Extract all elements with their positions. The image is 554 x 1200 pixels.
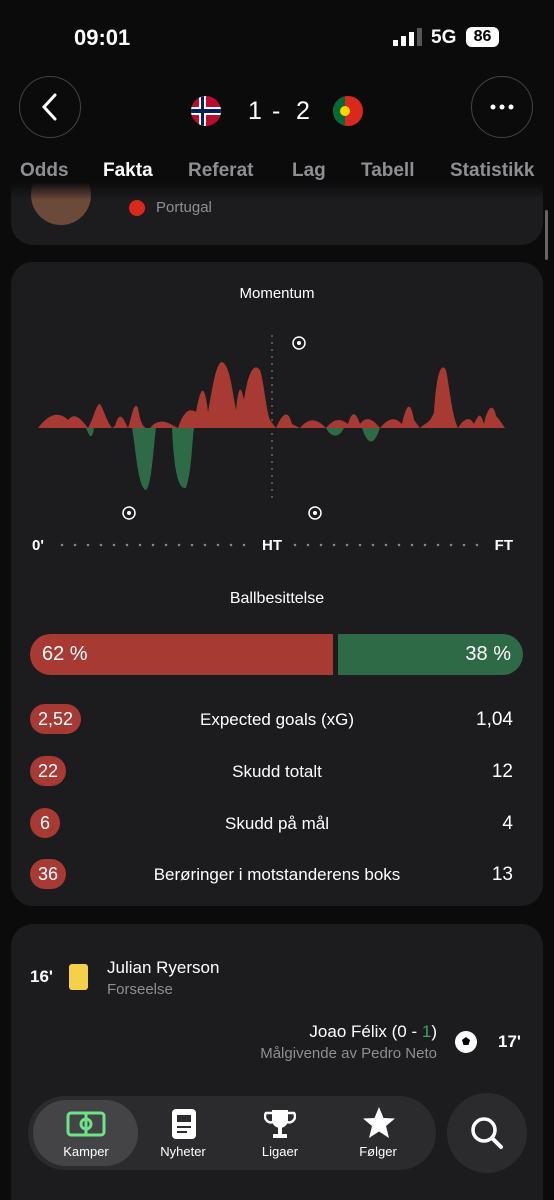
tab[interactable]: Referat <box>188 160 254 181</box>
event-player-name: Joao Félix <box>309 1022 387 1041</box>
tab[interactable]: Lag <box>292 160 326 181</box>
possession-home: 62 % <box>30 634 333 675</box>
stat-away: 13 <box>491 864 513 885</box>
nav-label[interactable]: Kamper <box>63 1144 109 1159</box>
stat-label: Berøringer i motstanderens boks <box>153 865 401 884</box>
score-away: 2 <box>296 97 310 125</box>
event-score: ) <box>431 1022 437 1041</box>
score-home: 1 <box>248 97 262 125</box>
stat-home: 2,52 <box>30 704 82 734</box>
goal-icon <box>455 1031 477 1053</box>
possession-bar: 62 % 38 % <box>30 634 523 675</box>
stat-label: Skudd totalt <box>232 762 322 781</box>
nav-icon-nyheter <box>172 1109 196 1139</box>
tab-active[interactable]: Fakta <box>103 160 153 181</box>
momentum-graph <box>38 335 505 520</box>
event-detail: Forseelse <box>107 981 173 998</box>
event-player: Joao Félix (0 - 1) <box>309 1022 437 1042</box>
stat-away: 1,04 <box>476 709 513 730</box>
stat-home: 6 <box>30 808 60 838</box>
flag-norway <box>191 96 221 126</box>
event-player: Julian Ryerson <box>107 958 220 977</box>
nav-label[interactable]: Følger <box>359 1144 397 1159</box>
possession-home-label: 62 % <box>42 643 88 665</box>
more-icon <box>490 104 514 110</box>
timeline-start: 0' <box>32 537 44 554</box>
possession-title: Ballbesittelse <box>229 590 325 607</box>
possession-away: 38 % <box>337 634 523 675</box>
flag-portugal <box>333 96 363 126</box>
stat-away: 12 <box>491 761 513 782</box>
signal-icon <box>393 28 422 46</box>
event-score: (0 - <box>391 1022 422 1041</box>
yellow-card-icon <box>69 964 88 990</box>
timeline-dots <box>60 543 487 547</box>
country-flag <box>129 200 145 216</box>
tab[interactable]: Statistikk <box>450 160 535 181</box>
event-minute: 17' <box>498 1032 521 1051</box>
momentum-title: Momentum <box>239 285 315 302</box>
nav-icon-folger <box>363 1107 395 1138</box>
battery: 86 <box>466 27 499 47</box>
more-button[interactable] <box>471 76 533 138</box>
tab-bar <box>0 140 554 200</box>
scrollbar <box>545 210 548 260</box>
tab[interactable]: Odds <box>20 160 69 181</box>
nav-label[interactable]: Ligaer <box>261 1144 299 1159</box>
stat-label: Expected goals (xG) <box>199 710 355 729</box>
stat-away: 4 <box>502 813 513 834</box>
timeline-half: HT <box>262 537 282 554</box>
stat-label: Skudd på mål <box>225 814 329 833</box>
search-button[interactable] <box>447 1093 527 1173</box>
back-button[interactable] <box>19 76 81 138</box>
event-score-goal: 1 <box>421 1022 432 1041</box>
nav-icon-ligaer <box>264 1110 296 1138</box>
event-detail: Målgivende av Pedro Neto <box>260 1045 437 1062</box>
timeline-end: FT <box>494 537 513 554</box>
event-minute: 16' <box>30 967 53 986</box>
stat-home: 36 <box>30 859 67 889</box>
possession-away-label: 38 % <box>465 643 511 665</box>
tab[interactable]: Tabell <box>361 160 415 181</box>
back-icon <box>41 93 57 121</box>
nav-label[interactable]: Nyheter <box>160 1144 206 1159</box>
stats-card <box>11 262 543 906</box>
score-separator: - <box>272 97 281 125</box>
nav-icon-kamper <box>66 1111 106 1137</box>
clock: 09:01 <box>74 25 131 50</box>
network: 5G <box>431 27 457 48</box>
country: Portugal <box>156 199 212 216</box>
stat-home: 22 <box>30 756 67 786</box>
search-icon <box>471 1117 503 1149</box>
